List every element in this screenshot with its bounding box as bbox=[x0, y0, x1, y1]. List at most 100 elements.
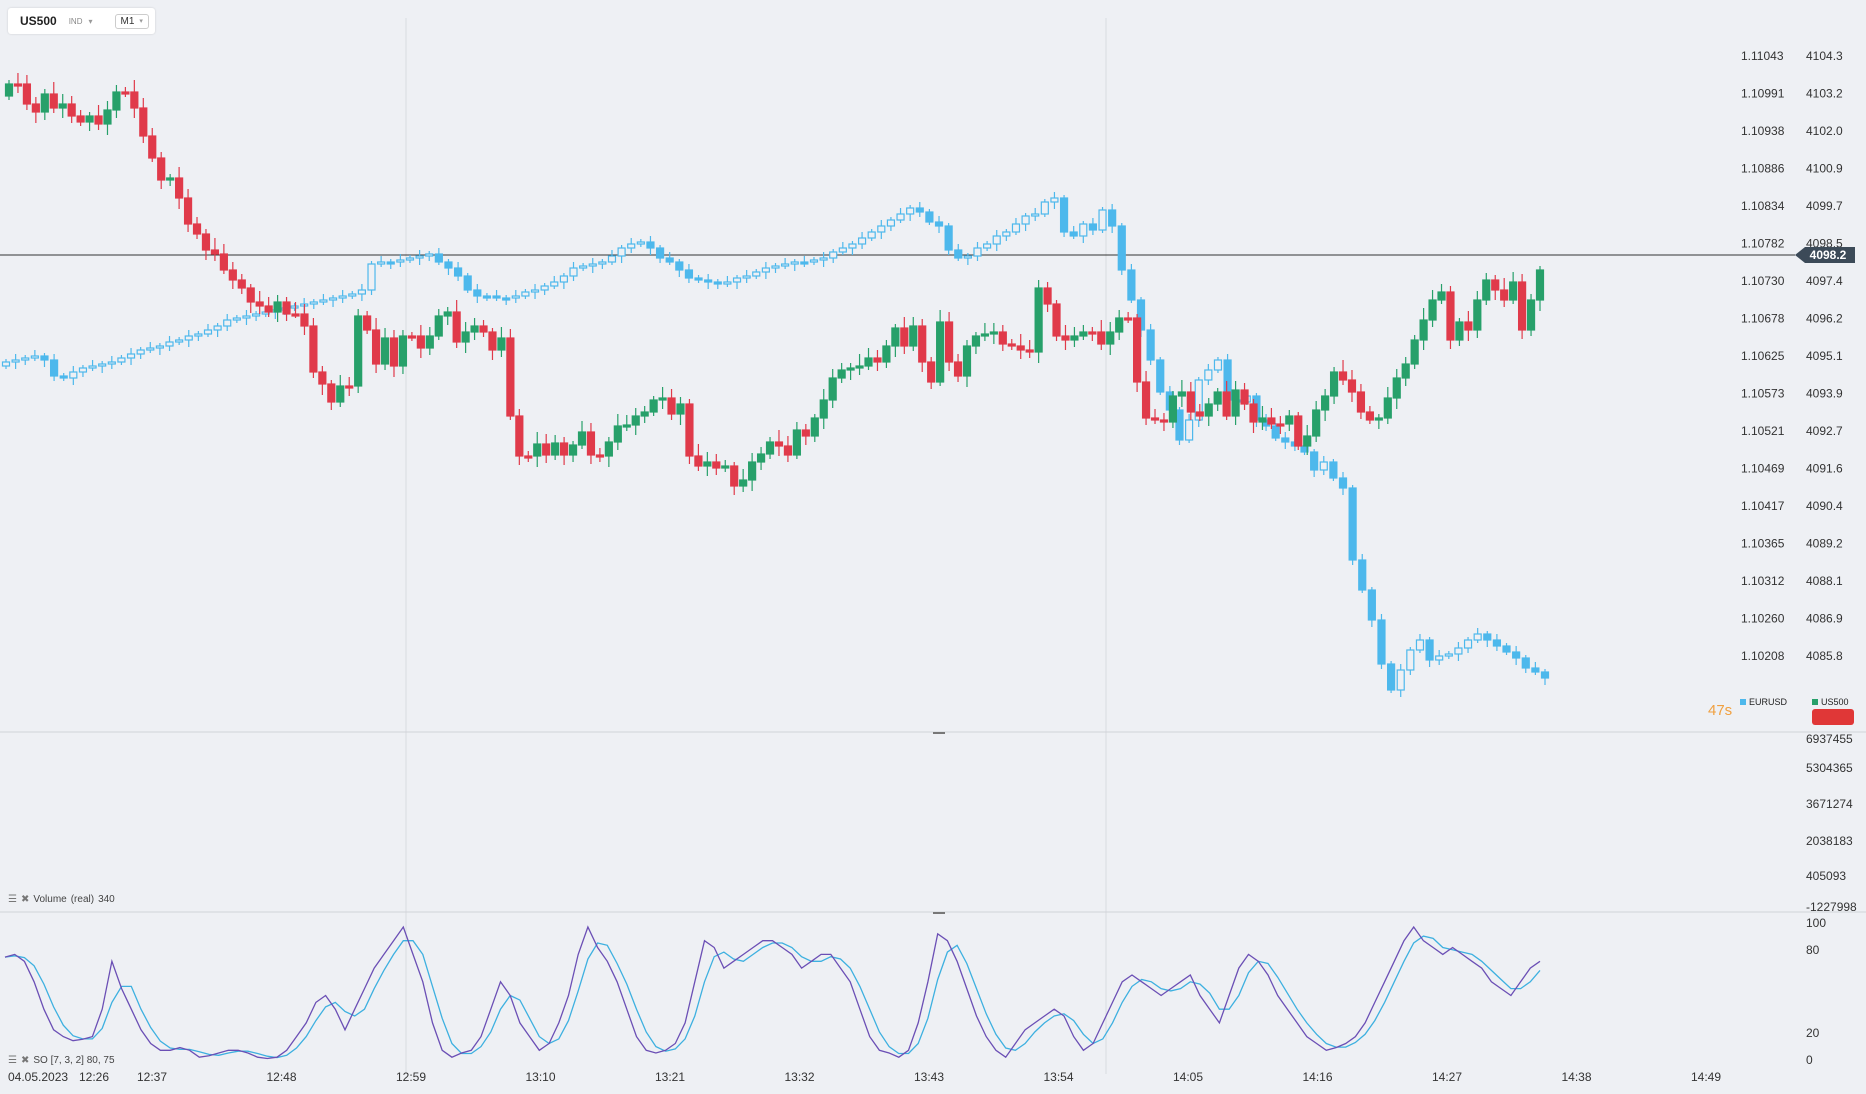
eurusd-candle-body bbox=[781, 263, 790, 267]
eurusd-candle-body bbox=[771, 265, 780, 269]
menu-icon[interactable]: ☰ bbox=[8, 894, 17, 905]
us500-candle-body bbox=[380, 337, 390, 365]
eurusd-candle-body bbox=[1098, 209, 1107, 231]
symbol-selector[interactable]: US500 IND ▾ M1 ▾ bbox=[8, 8, 155, 34]
us500-candle-body bbox=[801, 429, 810, 437]
us500-candle-body bbox=[730, 465, 739, 487]
eurusd-candle-body bbox=[69, 371, 78, 379]
timeframe-select[interactable]: M1 ▾ bbox=[114, 13, 149, 29]
us500-candle-body bbox=[739, 479, 748, 487]
us500-candle-body bbox=[828, 377, 837, 401]
time-tick-label: 12:48 bbox=[267, 1070, 297, 1084]
eurusd-candle-body bbox=[1406, 649, 1415, 671]
us500-candle-body bbox=[1374, 417, 1383, 421]
eurusd-candle-body bbox=[665, 257, 674, 263]
eurusd-candle-body bbox=[328, 297, 338, 301]
eurusd-candle-body bbox=[338, 295, 347, 299]
stochastic-lines bbox=[4, 925, 1541, 1060]
date-label: 04.05.2023 bbox=[8, 1070, 68, 1084]
symbol-label[interactable]: US500 bbox=[20, 14, 57, 28]
us500-candle-body bbox=[1249, 403, 1258, 423]
us500-candle-body bbox=[175, 177, 184, 199]
eurusd-tick-label: 1.10730 bbox=[1741, 274, 1785, 288]
eurusd-candle-body bbox=[896, 213, 905, 221]
us500-candle-body bbox=[631, 415, 640, 426]
volume-tick-label: 405093 bbox=[1806, 869, 1846, 883]
us500-candle-body bbox=[909, 325, 918, 347]
eurusd-candle-body bbox=[1540, 671, 1550, 679]
eurusd-candle-body bbox=[973, 247, 982, 257]
us500-candle-body bbox=[1007, 343, 1016, 347]
us500-candle-body bbox=[676, 403, 685, 415]
eurusd-candle-body bbox=[251, 313, 261, 317]
eurusd-candle-body bbox=[1069, 231, 1078, 237]
us500-candle-body bbox=[1025, 349, 1034, 353]
us500-candle-body bbox=[192, 223, 202, 235]
us500-candle-body bbox=[1240, 389, 1249, 405]
eurusd-candle-body bbox=[482, 295, 492, 299]
eurusd-tick-label: 1.10521 bbox=[1741, 424, 1785, 438]
us500-candle-body bbox=[4, 83, 14, 97]
eurusd-candle-body bbox=[819, 257, 828, 261]
us500-candle-body bbox=[900, 327, 909, 347]
us500-candle-body bbox=[604, 441, 613, 457]
eurusd-candle-body bbox=[838, 247, 847, 253]
eurusd-candle-body bbox=[607, 255, 617, 263]
eurusd-candle-body bbox=[30, 355, 39, 359]
us500-candle-body bbox=[1464, 321, 1473, 331]
eurusd-candle-body bbox=[175, 339, 184, 343]
eurusd-candle-body bbox=[223, 319, 232, 327]
chevron-down-icon[interactable]: ▾ bbox=[88, 16, 93, 26]
eurusd-candle-body bbox=[1348, 487, 1357, 561]
us500-candle-body bbox=[1509, 281, 1518, 301]
us500-candle-body bbox=[22, 83, 32, 105]
us500-candle-body bbox=[345, 385, 354, 389]
us500-candle-body bbox=[810, 417, 819, 437]
us500-candle-body bbox=[756, 453, 766, 463]
us500-candle-body bbox=[622, 424, 631, 428]
eurusd-candle-body bbox=[704, 279, 713, 283]
eurusd-candle-body bbox=[98, 363, 107, 367]
us500-candle-body bbox=[1491, 279, 1500, 291]
us500-candle-body bbox=[1168, 395, 1178, 423]
legend-eurusd[interactable]: EURUSD bbox=[1740, 697, 1787, 707]
eurusd-candle-body bbox=[453, 267, 463, 277]
volume-tick-label: 2038183 bbox=[1806, 834, 1853, 848]
eurusd-candle-body bbox=[1146, 329, 1155, 361]
eurusd-candle-body bbox=[1386, 663, 1396, 691]
menu-icon[interactable]: ☰ bbox=[8, 1055, 17, 1066]
us500-tick-label: 4096.2 bbox=[1806, 312, 1843, 326]
us500-candle-body bbox=[837, 369, 846, 379]
eurusd-candle-body bbox=[146, 347, 155, 351]
legend-us500[interactable]: US500 bbox=[1812, 697, 1849, 707]
close-icon[interactable]: ✖ bbox=[20, 1055, 30, 1066]
us500-candle-body bbox=[264, 305, 273, 313]
volume-tick-label: 6937455 bbox=[1806, 732, 1853, 746]
eurusd-candle-body bbox=[511, 295, 520, 299]
us500-price-badge bbox=[1812, 709, 1854, 725]
eurusd-candle-body bbox=[934, 221, 944, 227]
eurusd-candle-body bbox=[1483, 633, 1492, 641]
eurusd-candle-body bbox=[444, 261, 453, 269]
us500-candle-body bbox=[1401, 363, 1410, 379]
eurusd-candle-body bbox=[290, 305, 299, 309]
us500-candle-body bbox=[398, 335, 408, 367]
us500-candle-body bbox=[112, 91, 121, 111]
eurusd-candle-body bbox=[1502, 645, 1511, 653]
volume-panel-header: ☰ ✖ Volume (real) 340 bbox=[8, 894, 115, 905]
eurusd-candle-body bbox=[579, 265, 588, 269]
us500-candle-body bbox=[354, 315, 363, 387]
us500-candle-body bbox=[1535, 269, 1545, 301]
eurusd-candle-body bbox=[1454, 647, 1463, 655]
eurusd-candle-body bbox=[915, 207, 924, 213]
us500-tick-label: 4100.9 bbox=[1806, 162, 1843, 176]
eurusd-tick-label: 1.10260 bbox=[1741, 612, 1785, 626]
stoch-tick-label: 0 bbox=[1806, 1053, 1813, 1067]
us500-candle-body bbox=[1061, 335, 1070, 341]
eurusd-candle-body bbox=[1512, 651, 1521, 659]
close-icon[interactable]: ✖ bbox=[20, 894, 30, 905]
us500-candle-body bbox=[1016, 345, 1025, 351]
eurusd-candle-body bbox=[877, 225, 886, 233]
us500-candle-body bbox=[551, 442, 560, 456]
